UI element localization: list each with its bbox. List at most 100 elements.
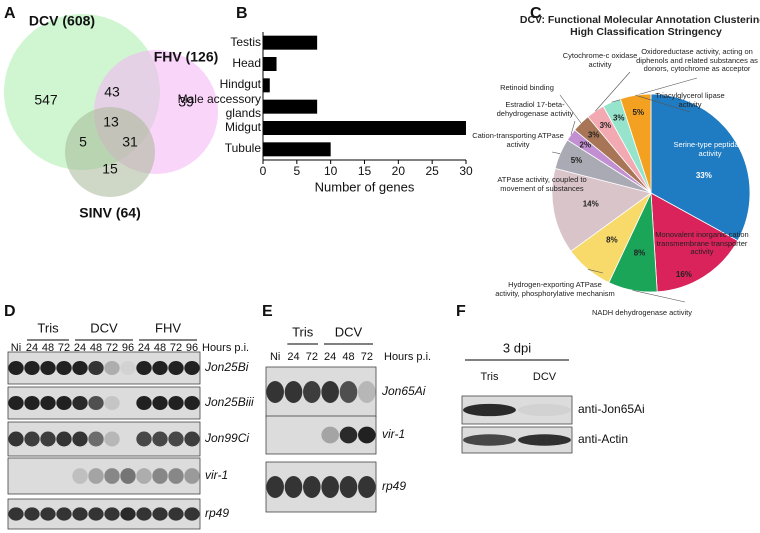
- blot-band: [120, 360, 136, 376]
- blot-strip: [265, 415, 377, 455]
- blot-band: [184, 395, 200, 411]
- slice-label: Triacylglycerol lipase activity: [655, 91, 725, 109]
- y-tick-label: Head: [232, 56, 261, 71]
- lane-label: 48: [154, 342, 166, 354]
- lane-label: 72: [361, 351, 373, 363]
- blot-band: [152, 507, 168, 521]
- slice-value-label: 5%: [633, 108, 645, 117]
- lane-label: DCV: [533, 371, 557, 383]
- slice-value-label: 8%: [606, 235, 618, 244]
- x-tick-label: 5: [293, 164, 300, 178]
- blot-band: [463, 403, 516, 417]
- leader-line: [632, 289, 686, 303]
- slice-label-box: Hydrogen-exporting ATPase activity, phos…: [495, 280, 615, 298]
- blot-band: [40, 507, 56, 521]
- chart-title: DCV: Functional Molecular Annotation Clu…: [519, 13, 760, 38]
- blot-band: [266, 476, 284, 498]
- lane-label: 72: [58, 342, 70, 354]
- blot-band: [56, 431, 72, 447]
- blot-band: [339, 426, 358, 444]
- blot-band: [284, 476, 303, 498]
- region-count: 39: [178, 94, 194, 110]
- blot-band: [152, 468, 168, 484]
- row-label: Jon25Bi: [204, 360, 249, 374]
- slice-value-label: 3%: [588, 131, 600, 140]
- blot-band: [120, 507, 136, 521]
- blot-strip: [7, 498, 201, 530]
- time-label: Hours p.i.: [202, 342, 249, 354]
- x-axis-title: Number of genes: [315, 179, 415, 194]
- region-count: 5: [79, 134, 87, 150]
- bar: [263, 78, 270, 93]
- x-tick-label: 20: [392, 164, 406, 178]
- lane-label: Tris: [481, 371, 499, 383]
- blot-band: [152, 395, 168, 411]
- blot-band: [88, 360, 104, 376]
- slice-label: Cytochrome-c oxidase activity: [562, 51, 638, 69]
- x-tick-label: 25: [425, 164, 439, 178]
- x-tick-label: 10: [324, 164, 338, 178]
- region-count: 43: [104, 84, 120, 100]
- slice-label: ATPase activity, coupled to movement of …: [497, 175, 587, 193]
- region-count: 547: [34, 92, 58, 108]
- blot-band: [266, 381, 284, 403]
- blot-band: [88, 468, 104, 484]
- slice-value-label: 33%: [696, 171, 712, 180]
- set-label: FHV (126): [154, 49, 219, 65]
- pie-slice: [619, 93, 652, 194]
- blot-band: [72, 395, 88, 411]
- pie-slice: [650, 192, 739, 293]
- y-tick-label-box: Male accessory glands: [178, 93, 261, 119]
- set-label: DCV (608): [29, 13, 95, 29]
- row-label: anti-Jon65Ai: [578, 402, 645, 416]
- blot-band: [56, 507, 72, 521]
- slice-label-box: Monovalent inorganic cation transmembran…: [655, 230, 749, 257]
- slice-label-box: Cation-transporting ATPase activity: [472, 131, 564, 148]
- blot-band: [136, 507, 152, 521]
- panel-label: F: [456, 303, 466, 320]
- slice-label-box: NADH dehydrogenase activity: [592, 308, 692, 316]
- group-label: 3 dpi: [503, 340, 531, 355]
- slice-value-label: 14%: [583, 200, 599, 209]
- slice-label-box: ATPase activity, coupled to movement of …: [497, 175, 587, 193]
- blot-band: [339, 476, 358, 498]
- blot-band: [8, 431, 24, 447]
- blot-band: [104, 507, 120, 521]
- slice-label: Monovalent inorganic cation transmembran…: [655, 230, 749, 257]
- panel-label: C: [530, 5, 542, 22]
- y-tick-label-box: Midgut: [224, 120, 261, 135]
- bar: [263, 99, 318, 114]
- blot-strip: [7, 457, 201, 495]
- blot-band: [184, 431, 200, 447]
- x-tick-label: 30: [459, 164, 473, 178]
- y-tick-label-box: Tubule: [225, 142, 261, 156]
- lane-label: 72: [170, 342, 182, 354]
- blot-band: [24, 431, 40, 447]
- group-label: FHV: [155, 320, 181, 335]
- region-count: 31: [122, 134, 138, 150]
- slice-label-box: Oxidoreductase activity, acting on diphe…: [636, 47, 758, 73]
- slice-label-box: Retinoid binding: [500, 83, 554, 91]
- lane-label: 72: [106, 342, 118, 354]
- blot-band: [184, 507, 200, 521]
- lane-label: 24: [324, 351, 336, 363]
- x-tick-label: 0: [260, 164, 267, 178]
- blot-band: [168, 360, 184, 376]
- row-label: Jon65Ai: [381, 384, 426, 398]
- y-tick-label: Midgut: [224, 120, 261, 135]
- slice-label: Hydrogen-exporting ATPase activity, phos…: [495, 280, 615, 298]
- leader-line: [559, 94, 582, 124]
- blot-band: [72, 507, 88, 521]
- bar: [263, 57, 277, 71]
- lane-label: Ni: [11, 342, 21, 354]
- slice-value-label: 3%: [600, 121, 612, 130]
- blot-band: [303, 476, 321, 498]
- region-count: 15: [102, 161, 118, 177]
- row-label: Jon25Biii: [204, 395, 254, 409]
- group-label: DCV: [90, 320, 118, 335]
- row-label: anti-Actin: [578, 432, 628, 446]
- slice-label: Estradiol 17-beta-dehydrogenase activity: [496, 100, 574, 118]
- y-tick-label: Testis: [230, 34, 261, 49]
- bar: [263, 121, 466, 135]
- lane-label: Ni: [270, 351, 280, 363]
